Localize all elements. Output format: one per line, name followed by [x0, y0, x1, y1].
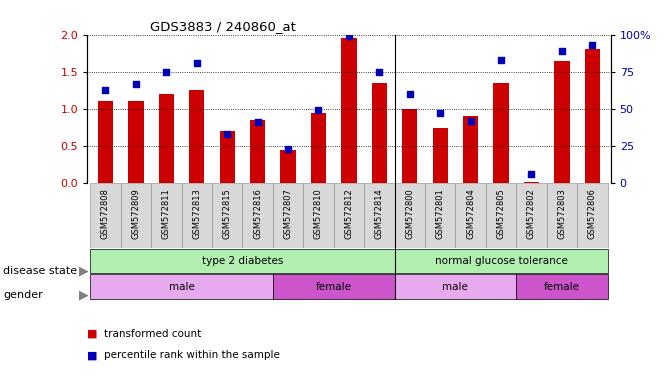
- Text: ▶: ▶: [79, 264, 89, 277]
- FancyBboxPatch shape: [577, 183, 607, 248]
- Text: ■: ■: [87, 350, 101, 360]
- FancyBboxPatch shape: [182, 183, 212, 248]
- Text: GSM572815: GSM572815: [223, 189, 231, 239]
- FancyBboxPatch shape: [516, 275, 607, 299]
- Text: GSM572807: GSM572807: [284, 189, 293, 239]
- Text: female: female: [315, 282, 352, 292]
- FancyBboxPatch shape: [151, 183, 182, 248]
- Point: [526, 171, 537, 177]
- Text: GSM572805: GSM572805: [497, 189, 505, 239]
- FancyBboxPatch shape: [364, 183, 395, 248]
- Text: GSM572801: GSM572801: [435, 189, 445, 239]
- Text: GSM572803: GSM572803: [558, 189, 566, 239]
- Bar: [311, 113, 326, 183]
- Text: GSM572812: GSM572812: [344, 189, 354, 239]
- Point: [435, 110, 446, 116]
- Point: [496, 57, 507, 63]
- Text: gender: gender: [3, 290, 43, 300]
- Text: GSM572816: GSM572816: [253, 189, 262, 239]
- Text: GSM572806: GSM572806: [588, 189, 597, 239]
- Bar: [402, 109, 417, 183]
- Point: [556, 48, 567, 54]
- Point: [282, 146, 293, 152]
- Point: [131, 81, 142, 87]
- Bar: [372, 83, 387, 183]
- Text: male: male: [442, 282, 468, 292]
- Point: [587, 42, 598, 48]
- Text: percentile rank within the sample: percentile rank within the sample: [104, 350, 280, 360]
- Text: GSM572813: GSM572813: [193, 189, 201, 239]
- FancyBboxPatch shape: [303, 183, 333, 248]
- FancyBboxPatch shape: [212, 183, 242, 248]
- FancyBboxPatch shape: [121, 183, 151, 248]
- Text: transformed count: transformed count: [104, 329, 201, 339]
- Text: male: male: [168, 282, 195, 292]
- Text: disease state: disease state: [3, 266, 77, 276]
- Bar: [524, 182, 539, 183]
- FancyBboxPatch shape: [395, 183, 425, 248]
- FancyBboxPatch shape: [273, 183, 303, 248]
- Bar: [159, 94, 174, 183]
- Bar: [493, 83, 509, 183]
- Bar: [554, 61, 570, 183]
- Bar: [98, 101, 113, 183]
- FancyBboxPatch shape: [273, 275, 395, 299]
- Point: [100, 86, 111, 93]
- Bar: [128, 101, 144, 183]
- Point: [465, 118, 476, 124]
- Text: female: female: [544, 282, 580, 292]
- Text: GSM572804: GSM572804: [466, 189, 475, 239]
- Bar: [219, 131, 235, 183]
- Text: ▶: ▶: [79, 288, 89, 301]
- Bar: [433, 127, 448, 183]
- Text: ■: ■: [87, 329, 101, 339]
- Bar: [463, 116, 478, 183]
- Bar: [189, 90, 205, 183]
- Text: GSM572809: GSM572809: [132, 189, 140, 239]
- FancyBboxPatch shape: [486, 183, 516, 248]
- Text: GSM572808: GSM572808: [101, 189, 110, 239]
- FancyBboxPatch shape: [516, 183, 547, 248]
- FancyBboxPatch shape: [395, 275, 516, 299]
- Point: [313, 108, 324, 114]
- FancyBboxPatch shape: [91, 275, 273, 299]
- Point: [191, 60, 202, 66]
- FancyBboxPatch shape: [242, 183, 273, 248]
- Point: [344, 33, 354, 39]
- Text: normal glucose tolerance: normal glucose tolerance: [435, 256, 568, 266]
- Text: GSM572810: GSM572810: [314, 189, 323, 239]
- Text: GSM572814: GSM572814: [375, 189, 384, 239]
- FancyBboxPatch shape: [333, 183, 364, 248]
- Bar: [584, 50, 600, 183]
- Text: type 2 diabetes: type 2 diabetes: [202, 256, 283, 266]
- FancyBboxPatch shape: [456, 183, 486, 248]
- Point: [405, 91, 415, 97]
- Bar: [342, 38, 356, 183]
- Text: GSM572802: GSM572802: [527, 189, 536, 239]
- Bar: [250, 120, 265, 183]
- FancyBboxPatch shape: [91, 183, 121, 248]
- FancyBboxPatch shape: [395, 249, 607, 273]
- Point: [252, 119, 263, 126]
- Text: GSM572811: GSM572811: [162, 189, 171, 239]
- Text: GDS3883 / 240860_at: GDS3883 / 240860_at: [150, 20, 296, 33]
- Text: GSM572800: GSM572800: [405, 189, 414, 239]
- Point: [161, 69, 172, 75]
- FancyBboxPatch shape: [91, 249, 395, 273]
- FancyBboxPatch shape: [425, 183, 456, 248]
- Point: [222, 131, 233, 137]
- Point: [374, 69, 384, 75]
- FancyBboxPatch shape: [547, 183, 577, 248]
- Bar: [280, 150, 296, 183]
